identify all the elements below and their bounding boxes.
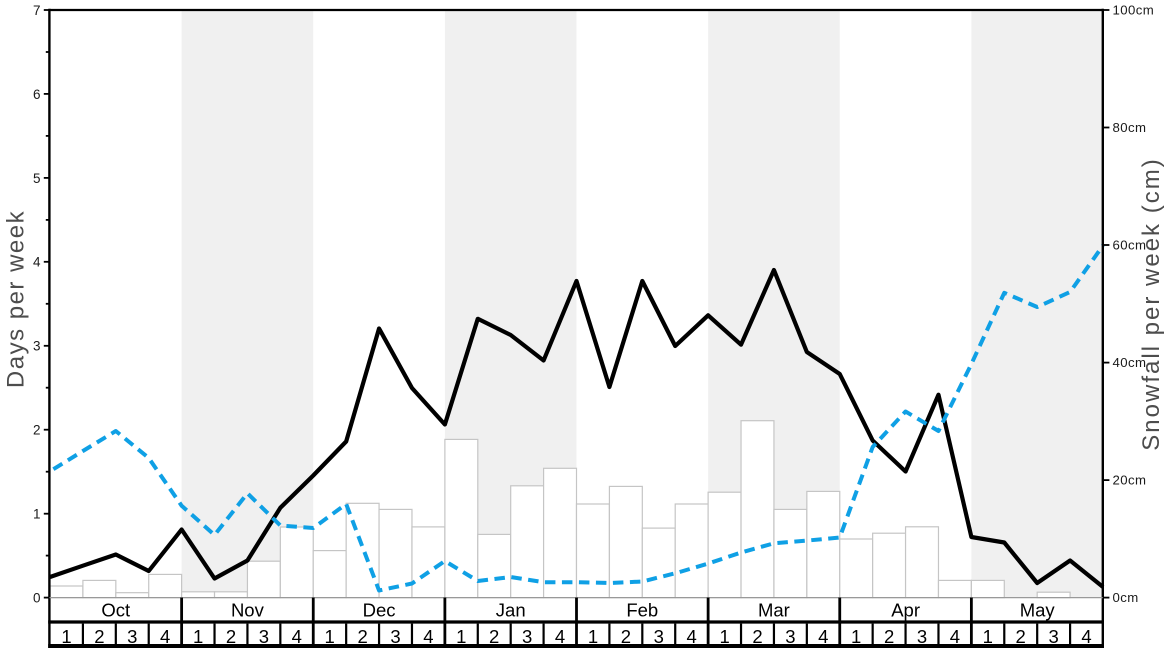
svg-text:Jan: Jan [496,600,526,621]
svg-text:2: 2 [357,626,367,647]
svg-text:Nov: Nov [231,600,265,621]
svg-text:80cm: 80cm [1113,120,1147,135]
svg-text:2: 2 [226,626,236,647]
svg-text:4: 4 [1081,626,1091,647]
svg-text:Mar: Mar [758,600,790,621]
svg-text:1: 1 [851,626,861,647]
svg-text:1: 1 [325,626,335,647]
svg-text:2: 2 [1016,626,1026,647]
svg-text:3: 3 [33,339,41,354]
svg-text:2: 2 [33,423,41,438]
svg-text:3: 3 [917,626,927,647]
svg-text:2: 2 [94,626,104,647]
svg-text:3: 3 [522,626,532,647]
svg-text:1: 1 [456,626,466,647]
svg-text:May: May [1020,600,1056,621]
svg-text:Days per week: Days per week [3,210,30,388]
svg-text:1: 1 [193,626,203,647]
svg-text:2: 2 [621,626,631,647]
svg-text:1: 1 [33,507,41,522]
svg-text:4: 4 [818,626,828,647]
svg-text:2: 2 [884,626,894,647]
svg-text:Dec: Dec [363,600,396,621]
svg-text:3: 3 [127,626,137,647]
svg-text:1: 1 [588,626,598,647]
svg-text:4: 4 [555,626,565,647]
svg-text:100cm: 100cm [1113,3,1155,18]
svg-text:40cm: 40cm [1113,355,1147,370]
svg-text:1: 1 [983,626,993,647]
svg-text:Snowfall per week (cm): Snowfall per week (cm) [1138,157,1165,450]
svg-text:4: 4 [950,626,960,647]
svg-text:7: 7 [33,3,41,18]
svg-text:3: 3 [785,626,795,647]
svg-text:5: 5 [33,171,41,186]
svg-text:Feb: Feb [626,600,658,621]
svg-text:1: 1 [61,626,71,647]
svg-text:0: 0 [33,591,41,606]
svg-text:3: 3 [390,626,400,647]
svg-text:4: 4 [423,626,433,647]
svg-text:4: 4 [292,626,302,647]
svg-text:4: 4 [33,255,41,270]
svg-text:6: 6 [33,87,41,102]
svg-text:2: 2 [489,626,499,647]
svg-text:20cm: 20cm [1113,473,1147,488]
svg-text:3: 3 [654,626,664,647]
svg-text:4: 4 [160,626,170,647]
svg-text:1: 1 [719,626,729,647]
svg-text:2: 2 [752,626,762,647]
svg-text:3: 3 [1048,626,1058,647]
svg-text:0cm: 0cm [1113,590,1139,605]
svg-text:4: 4 [687,626,697,647]
svg-text:Oct: Oct [101,600,130,621]
svg-text:3: 3 [259,626,269,647]
svg-text:60cm: 60cm [1113,238,1147,253]
svg-text:Apr: Apr [891,600,920,621]
